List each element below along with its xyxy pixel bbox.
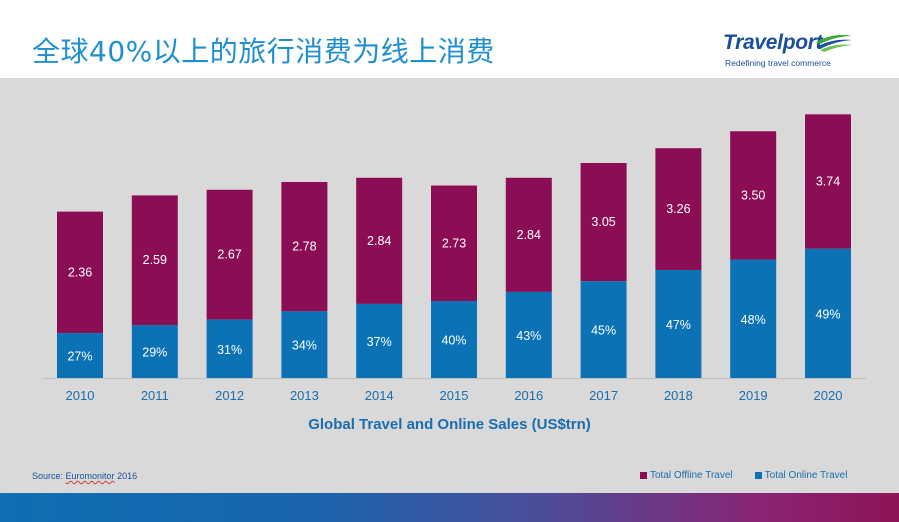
data-label-online-2014: 37%	[367, 335, 392, 349]
data-label-offline-2014: 2.84	[367, 234, 391, 248]
slide-title: 全球40%以上的旅行消费为线上消费	[32, 35, 495, 68]
legend-item-online: Total Online Travel	[754, 470, 848, 481]
x-tick-2012: 2012	[215, 388, 244, 403]
source-note: Source: Euromonitor 2016	[32, 471, 137, 481]
data-label-offline-2015: 2.73	[442, 236, 466, 250]
x-tick-2015: 2015	[440, 388, 469, 403]
bar-online-2020	[805, 248, 851, 378]
bar-online-2018	[655, 269, 702, 378]
data-label-online-2010: 27%	[67, 350, 92, 364]
chart-legend: Total Offline Travel Total Online Travel	[640, 470, 847, 481]
data-label-online-2015: 40%	[441, 334, 466, 348]
legend-swatch-online	[754, 472, 762, 479]
bar-online-2019	[730, 259, 777, 378]
x-axis-label: Global Travel and Online Sales (US$trn)	[308, 416, 591, 433]
data-label-offline-2018: 3.26	[666, 202, 690, 216]
data-label-offline-2010: 2.36	[68, 265, 92, 279]
bar-offline-2011	[131, 195, 178, 326]
data-label-online-2018: 47%	[666, 318, 691, 332]
x-tick-2017: 2017	[589, 388, 618, 403]
source-prefix: Source:	[32, 471, 66, 481]
data-label-online-2012: 31%	[217, 343, 242, 357]
x-tick-2011: 2011	[141, 388, 169, 403]
data-label-online-2016: 43%	[516, 329, 541, 343]
logo-wordmark: Travelport	[723, 31, 823, 54]
bar-online-2015	[431, 301, 477, 378]
data-label-offline-2020: 3.74	[816, 175, 840, 189]
data-label-offline-2012: 2.67	[217, 248, 241, 262]
data-label-online-2013: 34%	[292, 339, 317, 353]
bar-online-2012	[206, 319, 253, 378]
legend-item-offline: Total Offline Travel	[640, 470, 733, 481]
x-tick-2020: 2020	[814, 388, 843, 403]
bar-online-2014	[356, 303, 403, 378]
legend-swatch-offline	[640, 472, 647, 479]
data-label-offline-2011: 2.59	[143, 253, 167, 267]
x-tick-2014: 2014	[365, 388, 394, 403]
bar-offline-2012	[206, 189, 253, 320]
legend-label-offline: Total Offline Travel	[650, 470, 733, 481]
x-tick-2016: 2016	[514, 388, 543, 403]
bar-offline-2015	[431, 185, 477, 302]
bar-offline-2017	[580, 162, 627, 282]
data-label-offline-2013: 2.78	[292, 240, 316, 254]
data-label-online-2011: 29%	[142, 346, 167, 360]
bar-offline-2010	[57, 211, 103, 334]
bar-online-2016	[505, 291, 552, 378]
data-label-online-2020: 49%	[815, 307, 840, 321]
data-label-offline-2016: 2.84	[517, 228, 541, 242]
legend-label-online: Total Online Travel	[764, 470, 848, 481]
data-label-offline-2017: 3.05	[591, 215, 615, 229]
bar-offline-2014	[356, 177, 403, 304]
source-name: Euromonitor	[65, 471, 115, 481]
footer-band	[0, 493, 899, 522]
logo-swoosh-icon	[816, 34, 852, 52]
bar-offline-2013	[281, 182, 328, 312]
bar-online-2011	[131, 325, 178, 378]
logo-tagline: Redefining travel commerce	[725, 58, 831, 68]
bar-offline-2019	[730, 131, 777, 260]
bar-online-2017	[580, 281, 627, 378]
source-year: 2016	[114, 471, 138, 481]
data-label-offline-2019: 3.50	[741, 188, 765, 202]
bar-online-2013	[281, 311, 328, 378]
bar-offline-2016	[505, 177, 552, 292]
x-tick-2010: 2010	[66, 388, 95, 403]
bar-offline-2020	[805, 114, 851, 249]
x-tick-2018: 2018	[664, 388, 693, 403]
x-tick-2019: 2019	[739, 388, 768, 403]
bar-offline-2018	[655, 148, 702, 270]
data-label-online-2017: 45%	[591, 324, 616, 338]
data-label-online-2019: 48%	[741, 313, 766, 327]
travelport-logo: Travelport Redefining travel commerce	[720, 30, 870, 70]
x-tick-2013: 2013	[290, 388, 319, 403]
bar-online-2010	[57, 333, 103, 378]
